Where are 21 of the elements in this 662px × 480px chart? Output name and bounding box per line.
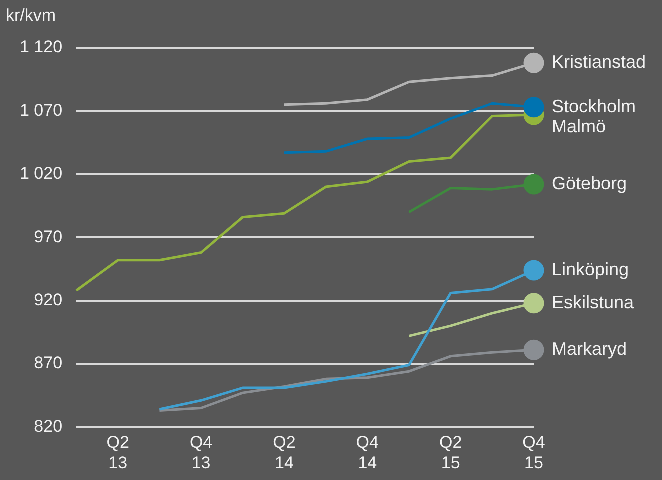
x-tick-label: Q2 13 bbox=[106, 433, 130, 472]
y-tick-label: 970 bbox=[34, 227, 63, 246]
y-tick-label: 820 bbox=[34, 416, 63, 436]
y-tick-label: 920 bbox=[34, 290, 63, 310]
series-label: Kristianstad bbox=[552, 52, 646, 72]
y-tick-label: 870 bbox=[34, 354, 63, 373]
series-label: Göteborg bbox=[552, 173, 628, 194]
y-axis-title: kr/kvm bbox=[6, 6, 56, 26]
y-tick-label: 1 070 bbox=[20, 100, 63, 120]
y-tick-label: 1 020 bbox=[20, 164, 63, 184]
series-label: Stockholm bbox=[552, 96, 636, 116]
y-tick-label: 1 120 bbox=[20, 38, 63, 57]
series-label: Eskilstuna bbox=[552, 292, 636, 312]
x-tick-label: Q2 14 bbox=[273, 433, 296, 472]
x-tick-label: Q4 15 bbox=[522, 433, 546, 472]
series-label: Markaryd bbox=[552, 339, 628, 360]
x-tick-label: Q4 13 bbox=[190, 433, 213, 472]
series-label: Malmö bbox=[552, 116, 606, 136]
series-label: Linköping bbox=[552, 259, 630, 280]
x-tick-label: Q4 14 bbox=[356, 433, 379, 472]
x-tick-label: Q2 15 bbox=[439, 433, 462, 472]
